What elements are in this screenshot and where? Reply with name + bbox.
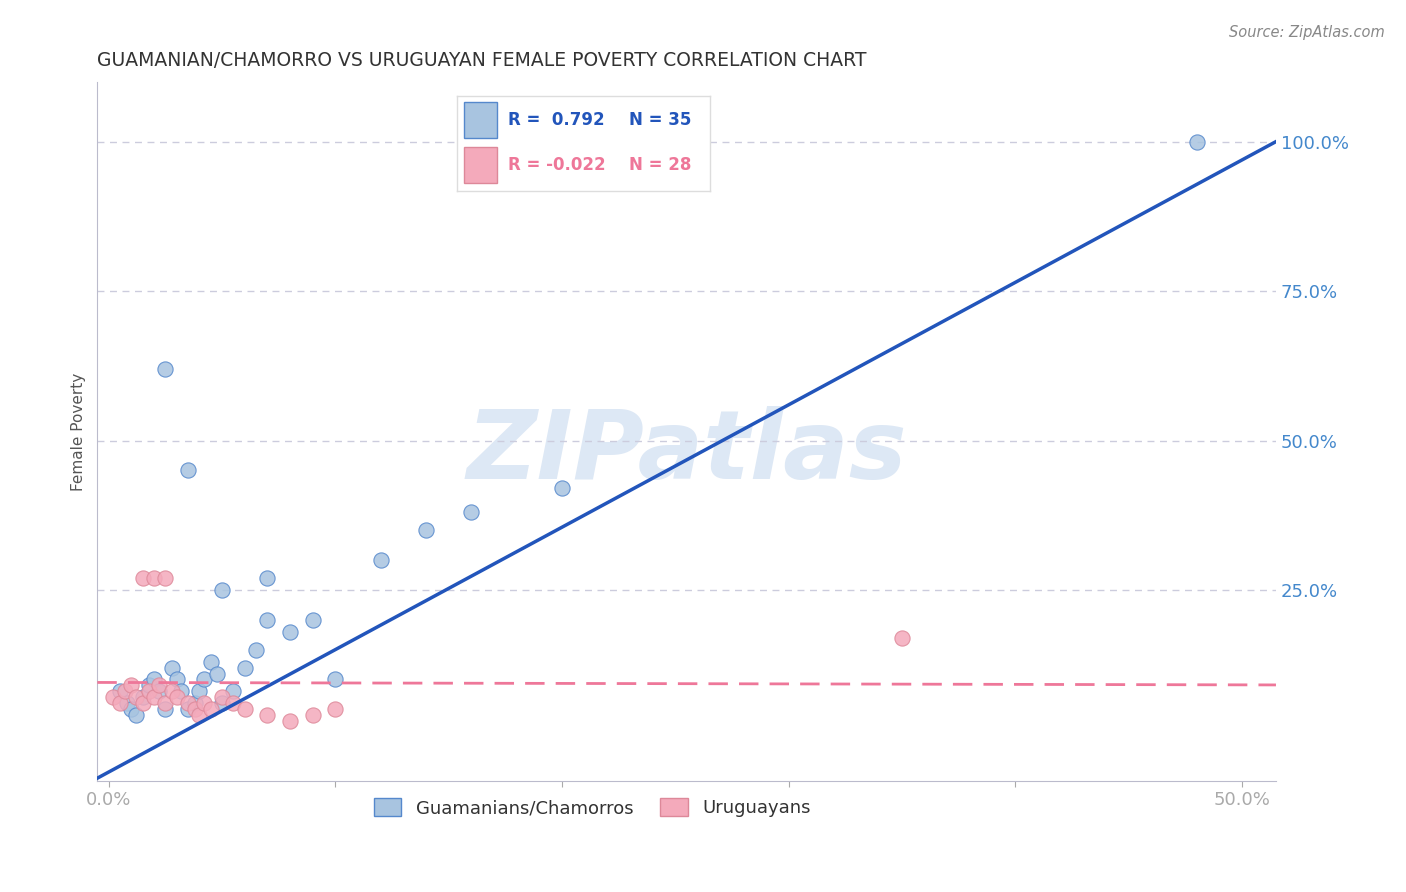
Point <box>155 697 177 711</box>
Point <box>325 702 347 716</box>
Point <box>166 690 188 705</box>
Point <box>148 684 170 698</box>
Point <box>370 553 392 567</box>
Point <box>138 678 160 692</box>
Point <box>143 571 166 585</box>
Point <box>108 697 131 711</box>
Point <box>278 714 301 729</box>
Y-axis label: Female Poverty: Female Poverty <box>72 373 86 491</box>
Point <box>256 571 278 585</box>
Point <box>125 690 148 705</box>
Point <box>1185 135 1208 149</box>
Point <box>177 702 200 716</box>
Point <box>415 523 437 537</box>
Text: ZIPatlas: ZIPatlas <box>467 406 907 500</box>
Point <box>184 702 207 716</box>
Point <box>233 702 256 716</box>
Point <box>143 690 166 705</box>
Point <box>245 642 267 657</box>
Point <box>155 702 177 716</box>
Point <box>188 708 211 723</box>
Point <box>551 482 574 496</box>
Point <box>125 708 148 723</box>
Legend: Guamanians/Chamorros, Uruguayans: Guamanians/Chamorros, Uruguayans <box>367 791 818 824</box>
Point <box>188 684 211 698</box>
Point <box>211 582 233 597</box>
Point <box>120 678 142 692</box>
Point <box>160 684 183 698</box>
Point <box>155 571 177 585</box>
Point <box>193 673 215 687</box>
Point <box>211 697 233 711</box>
Point <box>200 655 222 669</box>
Point <box>256 613 278 627</box>
Point <box>222 684 245 698</box>
Point <box>460 505 482 519</box>
Text: GUAMANIAN/CHAMORRO VS URUGUAYAN FEMALE POVERTY CORRELATION CHART: GUAMANIAN/CHAMORRO VS URUGUAYAN FEMALE P… <box>97 51 868 70</box>
Point <box>891 631 914 645</box>
Point <box>131 697 153 711</box>
Point <box>131 571 153 585</box>
Point <box>222 697 245 711</box>
Text: Source: ZipAtlas.com: Source: ZipAtlas.com <box>1229 25 1385 40</box>
Point <box>233 660 256 674</box>
Point <box>301 613 323 627</box>
Point <box>184 697 207 711</box>
Point <box>256 708 278 723</box>
Point <box>138 684 160 698</box>
Point <box>131 690 153 705</box>
Point <box>155 362 177 376</box>
Point <box>120 702 142 716</box>
Point <box>193 697 215 711</box>
Point <box>170 684 193 698</box>
Point <box>166 673 188 687</box>
Point <box>207 666 229 681</box>
Point <box>278 624 301 639</box>
Point <box>103 690 125 705</box>
Point <box>160 660 183 674</box>
Point <box>200 702 222 716</box>
Point <box>148 678 170 692</box>
Point <box>177 697 200 711</box>
Point <box>211 690 233 705</box>
Point <box>177 463 200 477</box>
Point <box>143 673 166 687</box>
Point <box>108 684 131 698</box>
Point <box>114 684 136 698</box>
Point <box>325 673 347 687</box>
Point <box>301 708 323 723</box>
Point <box>115 697 138 711</box>
